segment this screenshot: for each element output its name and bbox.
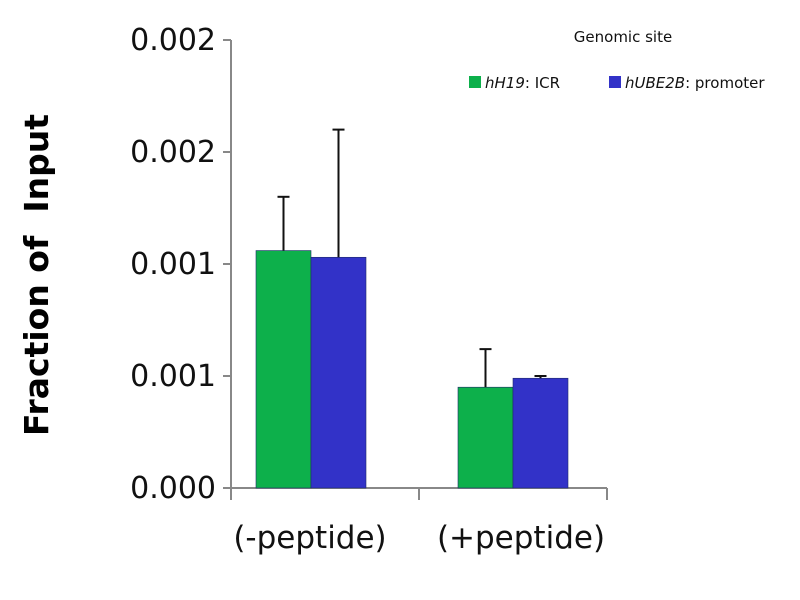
legend-swatch [609, 76, 621, 88]
legend-swatch [469, 76, 481, 88]
x-category-label: (+peptide) [437, 520, 605, 556]
y-tick-label: 0.001 [130, 359, 216, 394]
y-tick-label: 0.002 [130, 135, 216, 170]
y-tick-label: 0.002 [130, 23, 216, 58]
y-axis-label: Fraction of Input [17, 114, 56, 436]
legend-label: hH19: ICR [485, 74, 560, 92]
y-ticks: 0.000 0.001 0.001 0.002 0.002 [130, 23, 231, 506]
bar [512, 377, 569, 489]
bar [457, 386, 514, 489]
y-tick-label: 0.000 [130, 471, 216, 506]
bars [255, 128, 569, 489]
y-tick-label: 0.001 [130, 247, 216, 282]
x-category-label: (-peptide) [233, 520, 386, 556]
x-categories: (-peptide) (+peptide) [233, 520, 605, 556]
legend: Genomic site hH19: ICR hUBE2B: promoter [469, 28, 765, 92]
bar [255, 250, 312, 489]
legend-title: Genomic site [574, 28, 672, 46]
legend-label: hUBE2B: promoter [625, 74, 765, 92]
bar [310, 256, 367, 489]
